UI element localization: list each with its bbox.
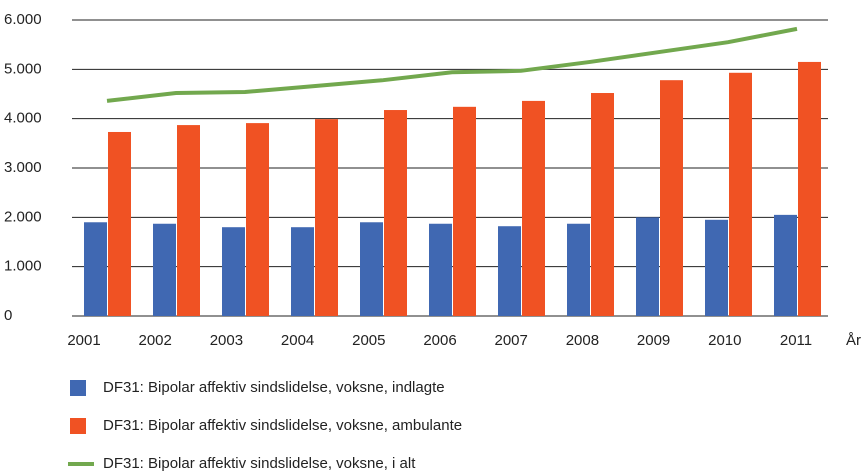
y-tick-label: 0	[4, 307, 12, 324]
bar	[108, 131, 131, 316]
bar	[705, 219, 728, 316]
x-tick-label: 2005	[352, 332, 385, 349]
x-tick-label: 2002	[139, 332, 172, 349]
bar	[177, 125, 200, 316]
y-tick-label: 6.000	[4, 11, 42, 28]
bar	[315, 119, 338, 316]
line	[106, 26, 798, 103]
y-tick-label: 2.000	[4, 208, 42, 225]
y-tick-label: 5.000	[4, 60, 42, 77]
x-tick-label: 2010	[708, 332, 741, 349]
bar	[246, 123, 269, 317]
x-tick-label: 2006	[423, 332, 456, 349]
bar	[591, 93, 614, 316]
bar	[498, 226, 521, 316]
bar	[360, 222, 383, 316]
bar	[291, 227, 314, 316]
x-tick-label: 2011	[780, 332, 812, 349]
legend-label: DF31: Bipolar affektiv sindslidelse, vok…	[103, 417, 462, 434]
x-tick-label: 2004	[281, 332, 314, 349]
x-tick-label: 2008	[566, 332, 599, 349]
bar	[567, 223, 590, 316]
y-tick-label: 1.000	[4, 258, 42, 275]
legend-label: DF31: Bipolar affektiv sindslidelse, vok…	[103, 379, 445, 396]
legend-swatch	[70, 418, 86, 434]
legend-swatch	[70, 380, 86, 396]
legend-label: DF31: Bipolar affektiv sindslidelse, vok…	[103, 455, 416, 472]
bar	[222, 227, 245, 316]
y-tick-label: 3.000	[4, 159, 42, 176]
bar	[153, 223, 176, 316]
bar	[384, 110, 407, 317]
bar	[636, 217, 659, 316]
bar	[84, 222, 107, 316]
x-tick-label: 2007	[495, 332, 528, 349]
x-tick-label: 2003	[210, 332, 243, 349]
bar	[774, 214, 797, 316]
bar	[660, 80, 683, 316]
bar	[429, 223, 452, 316]
bar	[729, 72, 752, 316]
y-tick-label: 4.000	[4, 110, 42, 127]
bar	[798, 61, 821, 316]
x-tick-label: 2009	[637, 332, 670, 349]
x-axis-label: År	[846, 332, 861, 349]
x-tick-label: 2001	[67, 332, 100, 349]
bar	[522, 100, 545, 316]
bar	[453, 106, 476, 317]
